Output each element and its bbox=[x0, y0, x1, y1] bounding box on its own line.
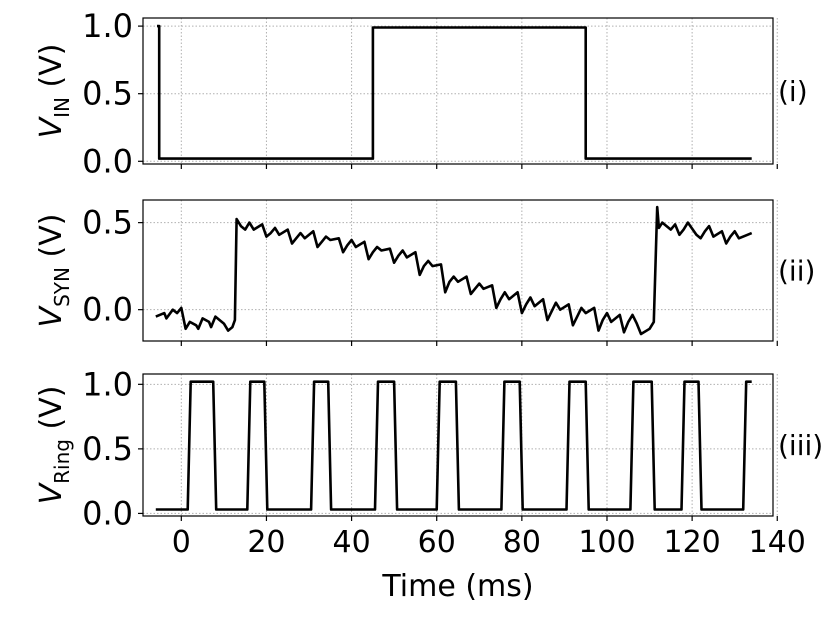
panel-tag: (i) bbox=[778, 75, 808, 108]
y-axis-label: VRing (V) bbox=[34, 386, 74, 505]
x-tick-label: 20 bbox=[247, 525, 285, 560]
series-line bbox=[155, 380, 752, 511]
y-tick-label: 1.0 bbox=[82, 7, 133, 45]
panel-tag: (iii) bbox=[778, 429, 823, 462]
y-tick-label: 0.5 bbox=[82, 75, 133, 113]
series-line bbox=[155, 205, 753, 336]
panel-iii: 0.0 0.5 1.0 0 20 40 60 80 100 120 140 VRing (V) (iii… bbox=[34, 365, 823, 560]
y-tick-label: 0.0 bbox=[82, 142, 133, 180]
x-tick-label: 80 bbox=[503, 525, 541, 560]
panel-tag: (ii) bbox=[778, 255, 815, 288]
x-tick-label: 140 bbox=[749, 525, 806, 560]
y-tick-label: 0.0 bbox=[82, 291, 133, 329]
axes-frame bbox=[142, 199, 774, 342]
x-axis-label: Time (ms) bbox=[381, 569, 533, 604]
y-tick-label: 0.5 bbox=[82, 204, 133, 242]
series-line bbox=[157, 24, 752, 160]
y-axis-label: VIN (V) bbox=[34, 44, 74, 139]
x-tick-label: 40 bbox=[332, 525, 370, 560]
axes-frame bbox=[142, 17, 774, 165]
x-tick-label: 60 bbox=[418, 525, 456, 560]
y-axis-label: VSYN (V) bbox=[34, 214, 74, 328]
y-tick-label: 0.5 bbox=[82, 430, 133, 468]
x-tick-label: 0 bbox=[172, 525, 191, 560]
x-tick-label: 120 bbox=[663, 525, 720, 560]
axes-frame bbox=[142, 373, 774, 517]
y-tick-label: 0.0 bbox=[82, 494, 133, 532]
y-tick-label: 1.0 bbox=[82, 365, 133, 403]
x-tick-label: 100 bbox=[578, 525, 635, 560]
